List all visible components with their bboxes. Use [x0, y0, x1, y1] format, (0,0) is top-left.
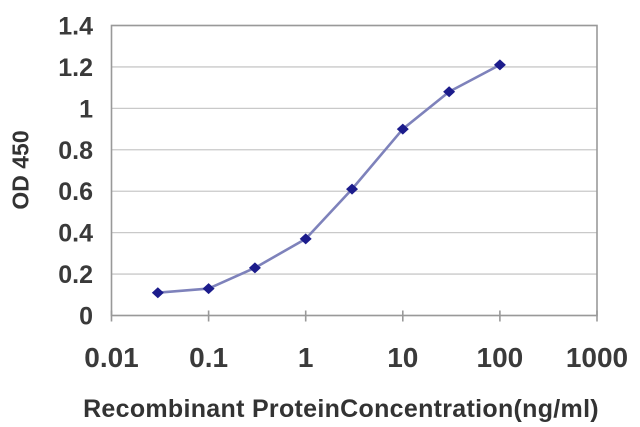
- data-point-marker: [248, 262, 261, 274]
- y-tick-label: 0.8: [58, 137, 93, 165]
- x-tick-label: 10: [387, 342, 418, 373]
- data-point-marker: [202, 283, 215, 295]
- data-point-marker: [299, 233, 312, 245]
- y-axis-title: OD 450: [8, 130, 34, 209]
- x-tick-label: 0.1: [189, 342, 228, 373]
- y-tick-label: 1.2: [58, 54, 93, 82]
- gridlines-layer: [111, 24, 597, 317]
- series-line: [156, 63, 502, 295]
- y-tick-label: 0.2: [58, 261, 93, 289]
- x-tick-label: 100: [477, 342, 524, 373]
- data-point-marker: [443, 86, 456, 98]
- data-point-marker: [493, 59, 506, 71]
- data-point-marker: [151, 287, 164, 299]
- x-tick-label: 1000: [566, 342, 628, 373]
- y-tick-label: 0.4: [58, 220, 93, 248]
- tick-labels-layer: 0 0.2 0.4 0.6 0.8 1 1.2 1.4 0.01 0.1 1 10 100 1000: [58, 13, 628, 374]
- data-series-layer: [151, 59, 506, 299]
- x-tick-label: 1: [298, 342, 314, 373]
- y-tick-label: 0: [79, 303, 93, 331]
- plot-frame: [110, 24, 598, 317]
- y-tick-label: 1.4: [58, 13, 93, 41]
- x-tick-label: 0.01: [84, 342, 139, 373]
- axis-tickmarks-layer: [110, 310, 598, 322]
- x-axis-title: Recombinant ProteinConcentration(ng/ml): [83, 395, 599, 423]
- data-point-marker: [346, 183, 359, 195]
- y-tick-label: 1: [79, 95, 93, 123]
- data-point-marker: [396, 123, 409, 135]
- plot-frame-layer: [110, 24, 598, 317]
- y-tick-label: 0.6: [58, 178, 93, 206]
